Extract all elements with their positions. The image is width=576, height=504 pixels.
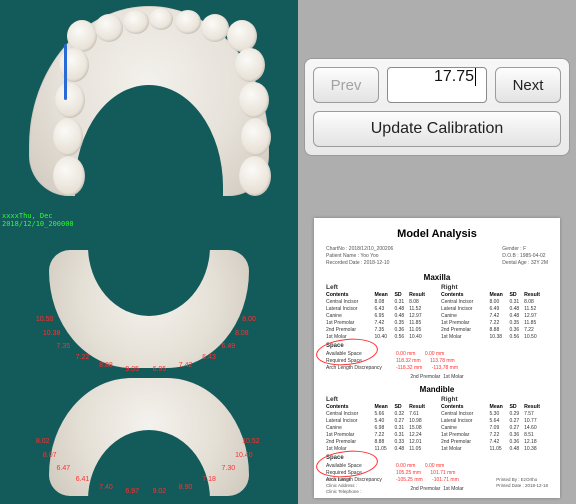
maxilla-heading: Maxilla — [326, 273, 548, 282]
tooth — [239, 156, 271, 196]
measurement-label: 8.00 — [242, 316, 256, 323]
tooth — [235, 48, 265, 82]
measurement-label: 8.90 — [179, 484, 193, 491]
left-column: xxxxThu, Dec2018/12/10_200000 10.50 10.38… — [0, 0, 298, 504]
mandible-heading: Mandible — [326, 385, 548, 394]
tooth — [53, 118, 83, 156]
tooth — [95, 14, 123, 42]
measurement-label: 6.43 — [202, 354, 216, 361]
upper-cast-viewport[interactable] — [0, 0, 298, 208]
measurement-label: 6.41 — [76, 476, 90, 483]
tooth — [227, 20, 257, 52]
measurement-label: 6.47 — [56, 465, 70, 472]
overlay-green-text: xxxxThu, Dec2018/12/10_200000 — [2, 212, 74, 228]
mandible-left-heading: Left — [326, 396, 433, 403]
right-column: Prev 17.75 Next Update Calibration Model… — [298, 0, 576, 504]
lower-cast-viewport[interactable]: xxxxThu, Dec2018/12/10_200000 10.50 10.38… — [0, 208, 298, 504]
report-title: Model Analysis — [326, 228, 548, 240]
mandible-right-heading: Right — [441, 396, 548, 403]
report-meta: ChartNo : 2018/12/10_200206Patient Name … — [326, 246, 548, 267]
measurement-label: 7.18 — [202, 476, 216, 483]
maxilla-space-block: Space Available Space0.00 mm 0.00 mmRequ… — [326, 343, 548, 381]
maxilla-block: Maxilla Left ContentsMeanSDResultCentral… — [326, 273, 548, 381]
measurement-label: 10.50 — [36, 316, 54, 323]
model-analysis-report[interactable]: Model Analysis ChartNo : 2018/12/10_2002… — [314, 218, 560, 498]
update-calibration-button[interactable]: Update Calibration — [313, 111, 561, 147]
measurement-label: 7.35 — [56, 343, 70, 350]
mandible-right-table: ContentsMeanSDResultCentral Incisor5.300… — [441, 404, 548, 453]
calibration-value-input[interactable]: 17.75 — [387, 67, 487, 103]
maxilla-right-heading: Right — [441, 284, 548, 291]
calibration-panel: Prev 17.75 Next Update Calibration — [304, 58, 570, 156]
measurement-label: 6.95 — [153, 366, 167, 373]
measurement-label: 6.97 — [125, 488, 139, 495]
maxilla-left-heading: Left — [326, 284, 433, 291]
measurement-label: 8.02 — [36, 438, 50, 445]
calibration-line[interactable] — [64, 44, 67, 100]
tooth — [123, 10, 149, 34]
measurement-label: 6.49 — [222, 343, 236, 350]
tooth — [241, 118, 271, 156]
prev-button[interactable]: Prev — [313, 67, 379, 103]
mandible-left-table: ContentsMeanSDResultCentral Incisor5.660… — [326, 404, 433, 453]
measurement-label: 7.42 — [179, 362, 193, 369]
measurement-label: 7.40 — [99, 484, 113, 491]
measurement-label: 8.07 — [43, 452, 57, 459]
report-footer: Clinic Name : Clinic Address : Clinic Te… — [326, 477, 548, 495]
next-button[interactable]: Next — [495, 67, 561, 103]
maxilla-left-table: ContentsMeanSDResultCentral Incisor8.080… — [326, 292, 433, 341]
tooth — [53, 156, 85, 196]
measurement-label: 7.30 — [222, 465, 236, 472]
maxilla-arch-model — [49, 250, 249, 368]
measurement-label: 10.40 — [235, 452, 253, 459]
tooth — [175, 10, 201, 34]
tooth — [149, 8, 173, 30]
measurement-label: 8.88 — [99, 362, 113, 369]
tooth — [239, 82, 269, 118]
calibration-value-text: 17.75 — [434, 68, 474, 85]
text-caret — [475, 68, 476, 86]
tooth — [201, 14, 229, 42]
measurement-label: 10.52 — [242, 438, 260, 445]
maxilla-right-table: ContentsMeanSDResultCentral Incisor8.000… — [441, 292, 548, 341]
measurement-label: 9.02 — [153, 488, 167, 495]
measurement-label: 8.08 — [235, 330, 249, 337]
measurement-label: 10.38 — [43, 330, 61, 337]
measurement-label: 9.05 — [125, 366, 139, 373]
tooth — [55, 82, 85, 118]
measurement-label: 7.22 — [76, 354, 90, 361]
